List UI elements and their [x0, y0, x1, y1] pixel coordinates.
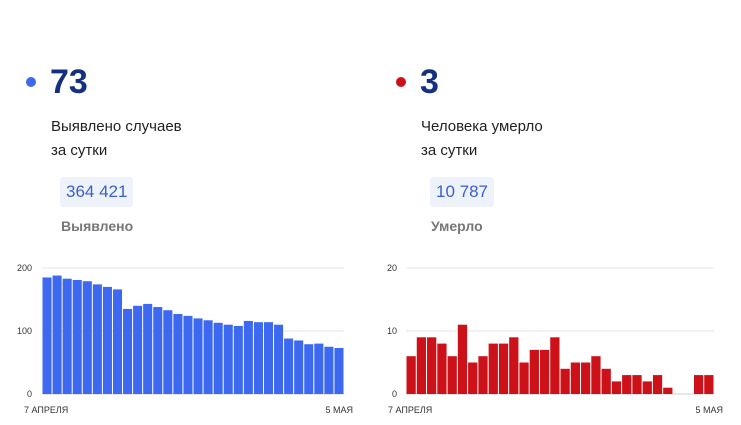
- bar: [153, 307, 163, 394]
- bar: [52, 275, 62, 394]
- bar: [509, 337, 519, 394]
- bar: [478, 356, 488, 394]
- bar: [693, 375, 704, 394]
- deaths-label-line2: за сутки: [421, 142, 478, 159]
- bar: [62, 278, 72, 394]
- bar: [519, 362, 529, 394]
- bar: [416, 337, 427, 394]
- x-tick-label-start: 7 АПРЕЛЯ: [388, 405, 432, 415]
- bar: [243, 320, 253, 394]
- deaths-label-line1: Человека умерло: [421, 118, 543, 135]
- bar: [447, 356, 457, 394]
- bar: [663, 387, 673, 394]
- bar: [539, 349, 550, 394]
- bar: [223, 324, 233, 394]
- bar: [581, 362, 591, 394]
- bar: [92, 284, 102, 394]
- bar: [274, 324, 284, 394]
- bar: [133, 305, 143, 394]
- bar: [102, 286, 112, 394]
- cases-label-line1: Выявлено случаев: [51, 118, 182, 135]
- bar: [233, 325, 243, 394]
- cases-legend-dot: [26, 77, 36, 87]
- bar: [294, 340, 304, 394]
- bar: [437, 343, 447, 394]
- bar: [611, 381, 622, 394]
- bar: [622, 375, 632, 394]
- x-tick-label-end: 5 МАЯ: [695, 405, 723, 415]
- bar: [203, 320, 213, 394]
- bar: [42, 277, 52, 394]
- bar: [193, 318, 203, 394]
- y-tick-label: 100: [17, 326, 32, 336]
- deaths-daily-label: Человека умерло за сутки: [421, 115, 543, 163]
- deaths-total-label: Умерло: [431, 218, 483, 234]
- bar: [560, 368, 570, 394]
- x-tick-label-start: 7 АПРЕЛЯ: [24, 405, 68, 415]
- bar: [468, 362, 478, 394]
- deaths-panel: 3 Человека умерло за сутки 10 787 Умерло…: [370, 0, 740, 424]
- bar: [652, 375, 663, 394]
- bar: [143, 303, 153, 394]
- cases-total-badge: 364 421: [60, 177, 134, 207]
- bar: [163, 310, 173, 394]
- deaths-bar-chart: 0 10 20 7 АПРЕЛЯ 5 МАЯ: [387, 263, 723, 415]
- bar: [570, 362, 581, 394]
- y-tick-label: 20: [387, 263, 397, 273]
- bar: [488, 343, 498, 394]
- cases-total-label: Выявлено: [61, 218, 134, 234]
- y-tick-label: 200: [17, 263, 32, 273]
- bar: [334, 348, 344, 394]
- bar: [498, 343, 509, 394]
- bar: [324, 346, 334, 394]
- y-tick-label: 0: [27, 389, 32, 399]
- y-tick-label: 0: [392, 389, 397, 399]
- x-tick-label-end: 5 МАЯ: [325, 405, 353, 415]
- bar: [253, 322, 263, 394]
- cases-daily-value: 73: [50, 63, 88, 101]
- bar: [642, 381, 652, 394]
- bar: [529, 349, 539, 394]
- cases-daily-label: Выявлено случаев за сутки: [51, 115, 182, 163]
- cases-label-line2: за сутки: [51, 142, 108, 159]
- bar: [123, 308, 133, 394]
- bar: [550, 337, 560, 394]
- bar: [591, 356, 601, 394]
- bar: [183, 315, 193, 394]
- bar: [72, 279, 82, 394]
- deaths-total-badge: 10 787: [430, 177, 494, 207]
- cases-panel: 73 Выявлено случаев за сутки 364 421 Выя…: [0, 0, 370, 424]
- bar: [284, 338, 294, 394]
- deaths-daily-value: 3: [420, 63, 439, 101]
- cases-bar-chart: 0 100 200 7 АПРЕЛЯ 5 МАЯ: [17, 263, 353, 415]
- bar: [304, 344, 314, 394]
- bar: [457, 324, 468, 394]
- deaths-legend-dot: [396, 77, 406, 87]
- bar: [173, 313, 183, 394]
- y-tick-label: 10: [387, 326, 397, 336]
- bar: [213, 322, 223, 394]
- bar: [314, 343, 324, 394]
- bar: [704, 375, 714, 394]
- bar: [112, 289, 123, 394]
- bar: [601, 368, 611, 394]
- bar: [632, 375, 642, 394]
- bar: [263, 322, 274, 394]
- bar: [406, 356, 416, 394]
- bar: [427, 337, 437, 394]
- bar: [82, 281, 92, 394]
